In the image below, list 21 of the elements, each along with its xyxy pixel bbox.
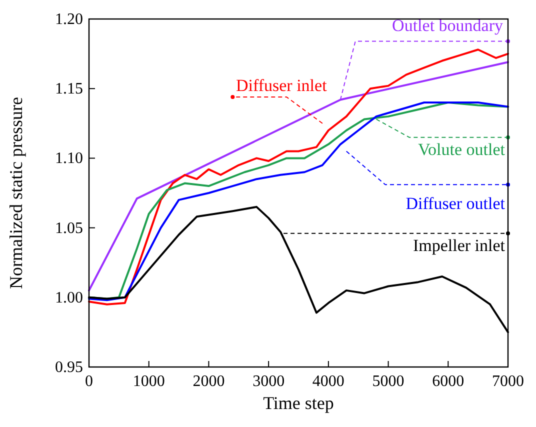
x-tick-label: 6000	[432, 373, 464, 390]
y-tick-label: 1.15	[55, 80, 83, 98]
x-tick-label: 5000	[372, 373, 404, 390]
y-tick-label: 1.05	[55, 220, 83, 237]
y-tick-label: 0.95	[55, 359, 83, 376]
legend-label: Diffuser outlet	[406, 194, 506, 213]
series-label: Diffuser inlet	[236, 76, 328, 95]
legend-label: Impeller inlet	[412, 236, 506, 255]
legend-label: Volute outlet	[418, 140, 506, 159]
y-tick-label: 1.00	[55, 289, 83, 306]
x-axis-title: Time step	[263, 393, 334, 413]
x-tick-label: 1000	[132, 373, 165, 390]
x-tick-label: 3000	[252, 373, 285, 390]
x-tick-label: 2000	[192, 373, 225, 390]
y-tick-label: 1.20	[55, 11, 83, 28]
x-tick-label: 7000	[492, 373, 524, 390]
x-tick-label: 0	[85, 373, 93, 390]
series-label: Outlet boundary	[392, 16, 504, 35]
y-axis-title: Normalized static pressure	[6, 97, 26, 289]
y-tick-label: 1.10	[55, 150, 83, 168]
x-tick-label: 4000	[312, 373, 344, 390]
